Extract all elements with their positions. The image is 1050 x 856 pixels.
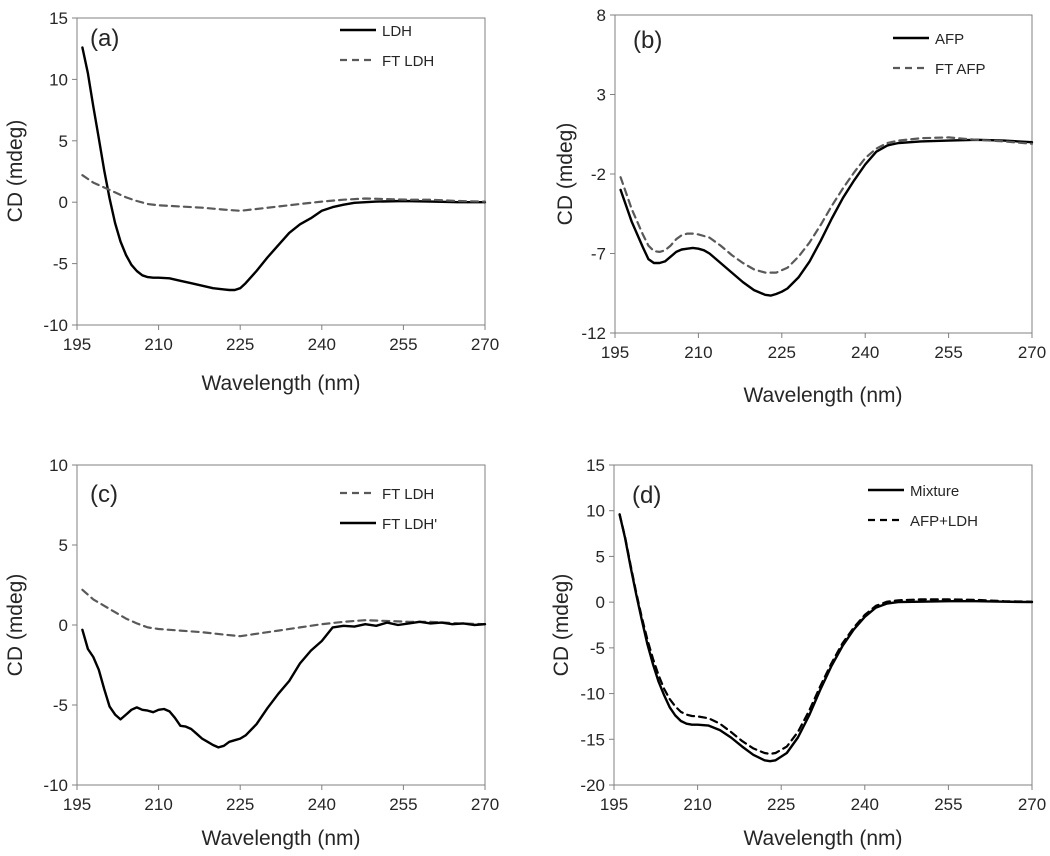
series-line-ft-ldh xyxy=(81,174,487,212)
axis-ticks: 195 210 225 240 255 270 -10 -5 0 5 10 xyxy=(43,456,499,814)
x-tick-label: 240 xyxy=(308,335,336,354)
series-line-ldh xyxy=(81,46,487,292)
y-tick-label: 10 xyxy=(49,70,68,89)
legend-label: FT LDH xyxy=(382,486,434,503)
legend: Mixture AFP+LDH xyxy=(868,483,978,530)
y-tick-label: 3 xyxy=(597,86,606,105)
x-tick-label: 210 xyxy=(683,795,711,814)
x-axis-title: Wavelength (nm) xyxy=(743,827,902,850)
y-tick-label: 0 xyxy=(59,616,68,635)
panel-label: (c) xyxy=(90,481,118,508)
axis-ticks: 195 210 225 240 255 270 -20 -15 -10 -5 0 5 10 15 xyxy=(580,456,1046,814)
y-tick-label: 0 xyxy=(596,593,605,612)
legend: LDH FT LDH xyxy=(340,23,434,70)
x-tick-label: 240 xyxy=(851,343,879,362)
series-lines xyxy=(619,136,1034,297)
x-axis-title: Wavelength (nm) xyxy=(201,827,360,850)
plot-area-frame xyxy=(613,464,1033,786)
legend-label: FT LDH xyxy=(382,53,434,70)
y-tick-label: -20 xyxy=(580,776,605,795)
chart-panel-b: 195 210 225 240 255 270 -12 -7 -2 3 8 (b) AFP FT AF… xyxy=(554,6,1046,407)
x-tick-label: 225 xyxy=(768,343,796,362)
y-tick-label: -12 xyxy=(581,324,606,343)
series-line-ft-afp xyxy=(619,136,1034,274)
x-tick-label: 270 xyxy=(1018,795,1046,814)
x-axis-title: Wavelength (nm) xyxy=(201,372,360,395)
legend-label: Mixture xyxy=(910,483,959,500)
x-tick-label: 210 xyxy=(144,335,172,354)
x-tick-label: 255 xyxy=(934,343,962,362)
legend-label: LDH xyxy=(382,23,412,40)
legend: FT LDH FT LDH' xyxy=(340,486,437,533)
panel-label: (d) xyxy=(632,482,661,509)
y-axis-title: CD (mdeg) xyxy=(4,120,27,223)
series-line-ft-ldh xyxy=(81,620,487,749)
x-tick-label: 195 xyxy=(63,795,91,814)
x-axis-title: Wavelength (nm) xyxy=(743,384,902,407)
x-tick-label: 225 xyxy=(767,795,795,814)
legend-label: AFP xyxy=(935,31,964,48)
x-tick-label: 255 xyxy=(389,335,417,354)
y-axis-title: CD (mdeg) xyxy=(554,123,577,226)
x-tick-label: 255 xyxy=(934,795,962,814)
x-tick-label: 195 xyxy=(601,343,629,362)
x-tick-label: 225 xyxy=(226,335,254,354)
x-tick-label: 210 xyxy=(144,795,172,814)
series-lines xyxy=(618,513,1034,763)
x-tick-label: 270 xyxy=(471,335,499,354)
series-line-ft-ldh xyxy=(81,588,487,638)
y-tick-label: 8 xyxy=(597,6,606,25)
chart-panel-a: 195 210 225 240 255 270 -10 -5 0 5 10 15 (a) LDH FT … xyxy=(4,9,499,395)
y-tick-label: -10 xyxy=(43,776,68,795)
axis-ticks: 195 210 225 240 255 270 -10 -5 0 5 10 15 xyxy=(43,9,499,354)
plot-area-frame xyxy=(76,17,486,326)
x-tick-label: 210 xyxy=(684,343,712,362)
y-tick-label: -2 xyxy=(591,165,606,184)
series-line-afp-ldh xyxy=(618,513,1034,755)
series-lines xyxy=(81,46,487,292)
series-lines xyxy=(81,588,487,749)
series-line-mixture xyxy=(618,513,1034,763)
x-tick-label: 270 xyxy=(1018,343,1046,362)
x-tick-label: 240 xyxy=(308,795,336,814)
y-tick-label: -5 xyxy=(53,696,68,715)
y-tick-label: 10 xyxy=(49,456,68,475)
series-line-afp xyxy=(619,138,1034,297)
y-tick-label: 15 xyxy=(586,456,605,475)
legend: AFP FT AFP xyxy=(893,31,986,78)
legend-label: FT AFP xyxy=(935,61,986,78)
x-tick-label: 255 xyxy=(389,795,417,814)
y-tick-label: -5 xyxy=(590,639,605,658)
y-tick-label: 5 xyxy=(59,536,68,555)
y-tick-label: 5 xyxy=(596,547,605,566)
panel-label: (a) xyxy=(90,25,119,52)
legend-label: FT LDH' xyxy=(382,516,437,533)
x-tick-label: 225 xyxy=(226,795,254,814)
y-tick-label: 15 xyxy=(49,9,68,28)
y-tick-label: -7 xyxy=(591,245,606,264)
y-tick-label: -10 xyxy=(580,685,605,704)
y-axis-title: CD (mdeg) xyxy=(4,574,27,677)
y-axis-title: CD (mdeg) xyxy=(550,574,573,677)
x-tick-label: 195 xyxy=(63,335,91,354)
axis-ticks: 195 210 225 240 255 270 -12 -7 -2 3 8 xyxy=(581,6,1046,362)
x-tick-label: 195 xyxy=(600,795,628,814)
x-tick-label: 270 xyxy=(471,795,499,814)
y-tick-label: 10 xyxy=(586,502,605,521)
y-tick-label: -15 xyxy=(580,730,605,749)
y-tick-label: 5 xyxy=(59,132,68,151)
y-tick-label: -5 xyxy=(53,255,68,274)
x-tick-label: 240 xyxy=(851,795,879,814)
y-tick-label: -10 xyxy=(43,316,68,335)
y-tick-label: 0 xyxy=(59,193,68,212)
panel-label: (b) xyxy=(633,27,662,54)
legend-label: AFP+LDH xyxy=(910,513,978,530)
